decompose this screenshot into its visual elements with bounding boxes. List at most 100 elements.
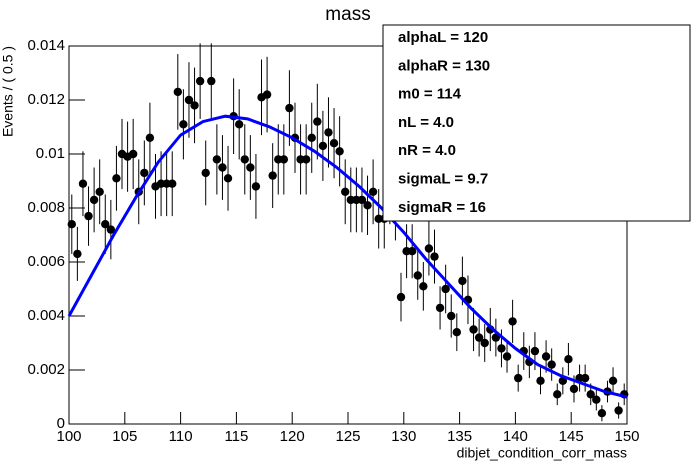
x-tick-label: 150 <box>614 428 639 445</box>
y-tick-label: 0.004 <box>27 307 65 324</box>
data-point <box>223 174 233 183</box>
data-point <box>413 271 422 280</box>
parameter-text: nL = 4.0 <box>398 114 454 131</box>
data-point <box>179 120 188 129</box>
data-point <box>218 163 227 172</box>
data-point <box>106 225 116 234</box>
x-tick-label: 140 <box>503 428 528 445</box>
data-point <box>140 168 149 178</box>
data-point <box>313 117 322 126</box>
data-point <box>508 317 517 326</box>
data-point <box>145 133 155 142</box>
data-point <box>419 282 428 291</box>
data-point <box>553 390 562 399</box>
data-point <box>541 352 551 361</box>
data-point <box>363 201 372 210</box>
y-tick-label: 0.002 <box>27 361 65 378</box>
data-point <box>586 390 595 399</box>
data-point <box>536 376 545 385</box>
data-point <box>307 133 316 142</box>
data-point <box>341 187 350 196</box>
parameter-box <box>382 24 691 222</box>
data-point <box>251 182 261 191</box>
data-point <box>502 352 512 361</box>
data-point <box>207 76 216 86</box>
data-point <box>268 171 277 180</box>
y-tick-label: 0.01 <box>36 145 65 162</box>
chart-title: mass <box>325 4 370 25</box>
x-tick-label: 120 <box>280 428 305 445</box>
data-point <box>480 338 489 348</box>
data-point <box>184 95 194 105</box>
data-point <box>497 344 506 353</box>
x-tick-label: 130 <box>391 428 416 445</box>
parameter-text: m0 = 114 <box>398 86 462 103</box>
data-point <box>67 220 76 229</box>
y-tick-label: 0.006 <box>27 253 65 270</box>
data-point <box>201 168 210 178</box>
data-point <box>547 360 556 369</box>
x-tick-label: 110 <box>169 428 193 445</box>
y-tick-label: 0.008 <box>27 199 65 216</box>
parameter-text: sigmaR = 16 <box>398 199 486 216</box>
data-point <box>279 155 289 164</box>
data-point <box>569 384 579 394</box>
y-axis-label: Events / ( 0.5 ) <box>0 46 16 137</box>
data-point <box>597 409 607 418</box>
y-tick-label: 0.012 <box>27 91 65 108</box>
data-point <box>234 120 244 129</box>
data-point <box>240 155 249 164</box>
fit-curve <box>67 114 628 399</box>
data-point <box>101 220 110 229</box>
data-point <box>474 333 484 342</box>
data-point <box>368 187 378 196</box>
x-tick-label: 100 <box>56 428 81 445</box>
data-point <box>168 179 177 188</box>
data-point <box>89 195 99 205</box>
y-tick-label: 0.014 <box>27 37 65 54</box>
data-point <box>564 355 573 364</box>
parameter-text: nR = 4.0 <box>398 142 456 159</box>
data-point <box>441 284 450 294</box>
data-point <box>424 244 434 253</box>
x-tick-label: 135 <box>447 428 472 445</box>
x-tick-label: 115 <box>224 428 248 445</box>
data-point <box>469 325 478 334</box>
data-point <box>329 139 339 148</box>
data-point <box>173 87 183 97</box>
data-point <box>285 103 294 113</box>
data-point <box>112 174 121 183</box>
data-point <box>430 252 439 261</box>
data-point <box>458 276 467 286</box>
data-point <box>324 128 333 137</box>
data-point <box>592 395 601 404</box>
data-point <box>357 195 367 205</box>
data-point <box>614 406 623 415</box>
data-point <box>580 373 590 383</box>
x-tick-label: 125 <box>335 428 360 445</box>
data-point <box>212 155 222 164</box>
data-point <box>190 101 199 110</box>
data-point <box>530 346 540 356</box>
y-tick-label: 0 <box>57 415 65 432</box>
data-point <box>73 249 82 259</box>
parameter-text: sigmaL = 9.7 <box>398 170 488 187</box>
parameter-text: alphaL = 120 <box>398 29 488 46</box>
data-point <box>452 328 462 337</box>
data-point <box>318 141 328 151</box>
x-axis-label: dibjet_condition_corr_mass <box>457 445 627 461</box>
data-point <box>195 76 205 86</box>
data-point <box>407 247 417 256</box>
data-point <box>435 303 445 313</box>
data-point <box>608 376 618 385</box>
data-point <box>513 373 523 383</box>
data-point <box>396 292 406 302</box>
data-point <box>246 163 255 172</box>
parameter-text: alphaR = 130 <box>398 57 490 74</box>
data-point <box>335 147 344 156</box>
x-tick-label: 145 <box>559 428 584 445</box>
data-point <box>95 187 104 196</box>
x-tick-label: 105 <box>112 428 137 445</box>
data-point <box>447 311 456 321</box>
data-point <box>301 155 311 164</box>
